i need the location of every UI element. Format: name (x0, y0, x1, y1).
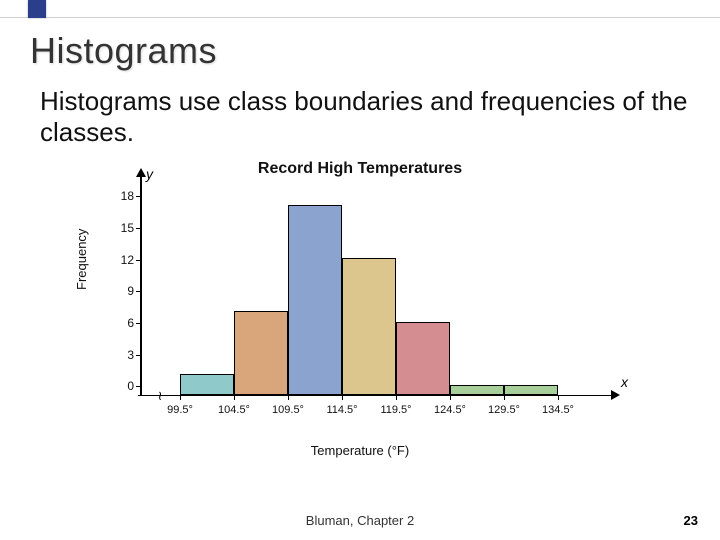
slide-top-accent (0, 0, 720, 18)
axis-break: ≀ (158, 388, 163, 404)
histogram-bar (234, 311, 288, 395)
x-tick-label: 99.5° (167, 404, 193, 416)
y-tick-mark (136, 228, 140, 229)
histogram-bar (180, 374, 234, 395)
x-tick-mark (234, 396, 235, 400)
y-axis-label: Frequency (74, 229, 89, 290)
y-axis-arrow (136, 168, 146, 177)
y-tick-mark (136, 260, 140, 261)
x-tick-label: 129.5° (488, 404, 520, 416)
slide-footer: Bluman, Chapter 2 (0, 513, 720, 528)
x-axis-label: Temperature (°F) (80, 443, 640, 458)
histogram-bar (504, 385, 558, 396)
y-letter: y (146, 166, 153, 182)
y-tick-label: 15 (110, 221, 134, 235)
x-tick-mark (396, 396, 397, 400)
y-axis-line (140, 174, 142, 396)
plot-area: y x 0369121518 99.5°104.5°109.5°114.5°11… (140, 186, 610, 406)
page-number: 23 (684, 513, 698, 528)
y-tick-label: 6 (110, 316, 134, 330)
x-tick-label: 114.5° (326, 404, 357, 416)
y-tick-mark (136, 291, 140, 292)
y-tick-label: 18 (110, 189, 134, 203)
x-tick-mark (288, 396, 289, 400)
x-tick-label: 104.5° (218, 404, 250, 416)
x-tick-mark (342, 396, 343, 400)
histogram-bar (396, 322, 450, 396)
x-tick-mark (180, 396, 181, 400)
x-tick-mark (450, 396, 451, 400)
x-tick-mark (558, 396, 559, 400)
histogram-bar (288, 205, 342, 395)
y-tick-mark (136, 196, 140, 197)
slide-body-text: Histograms use class boundaries and freq… (30, 86, 690, 148)
x-tick-label: 109.5° (272, 404, 304, 416)
chart-title: Record High Temperatures (80, 160, 640, 178)
x-tick-label: 134.5° (542, 404, 574, 416)
slide-content: Histograms Histograms use class boundari… (0, 22, 720, 540)
x-tick-label: 124.5° (434, 404, 466, 416)
x-axis-arrow (611, 390, 620, 400)
x-letter: x (621, 374, 628, 390)
histogram-bar (450, 385, 504, 396)
y-tick-label: 0 (110, 379, 134, 393)
x-tick-label: 119.5° (380, 404, 411, 416)
y-tick-mark (136, 323, 140, 324)
x-tick-mark (504, 396, 505, 400)
histogram-bar (342, 258, 396, 395)
histogram-chart: Record High Temperatures Frequency Tempe… (80, 160, 640, 460)
y-tick-label: 3 (110, 348, 134, 362)
y-tick-mark (136, 355, 140, 356)
y-tick-label: 12 (110, 253, 134, 267)
slide-title: Histograms (30, 30, 690, 72)
accent-square (28, 0, 46, 18)
y-tick-mark (136, 386, 140, 387)
y-tick-label: 9 (110, 284, 134, 298)
